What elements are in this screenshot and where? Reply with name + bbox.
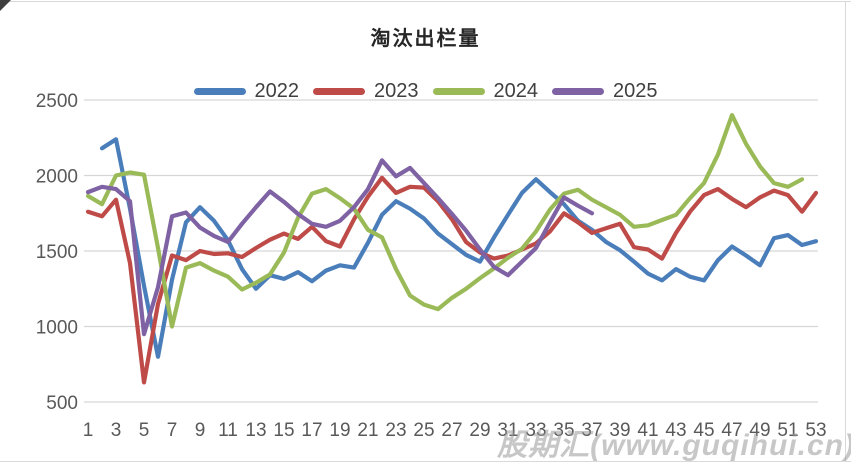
panel-top-border xyxy=(0,1,851,2)
x-tick-label: 11 xyxy=(218,420,238,441)
page-corner-artifact xyxy=(0,0,11,11)
x-tick-label: 9 xyxy=(195,420,206,441)
x-tick-label: 31 xyxy=(497,420,518,441)
legend-swatch-2024 xyxy=(432,87,485,95)
x-tick-label: 7 xyxy=(167,420,178,441)
legend-item-2022[interactable]: 2022 xyxy=(193,79,300,103)
x-tick-label: 27 xyxy=(441,420,462,441)
series-line-2024 xyxy=(85,112,805,329)
legend-swatch-2025 xyxy=(552,87,604,95)
legend-item-2024[interactable]: 2024 xyxy=(432,79,539,103)
panel-bottom-border xyxy=(0,461,851,462)
x-tick-label: 1 xyxy=(83,420,94,441)
x-tick-label: 33 xyxy=(525,420,546,441)
legend-item-2025[interactable]: 2025 xyxy=(552,80,658,103)
y-tick-label: 2500 xyxy=(36,91,78,112)
x-tick-label: 15 xyxy=(273,420,294,441)
y-tick-label: 500 xyxy=(46,393,78,414)
x-tick-label: 41 xyxy=(637,420,658,441)
legend-label-2023: 2023 xyxy=(374,79,419,102)
series-line-2023 xyxy=(85,175,819,385)
legend-label-2025: 2025 xyxy=(613,79,658,102)
legend-item-2023[interactable]: 2023 xyxy=(313,80,419,103)
x-tick-label: 25 xyxy=(413,420,434,441)
x-tick-label: 3 xyxy=(111,420,122,441)
chart-title: 淘汰出栏量 xyxy=(370,28,481,50)
x-tick-label: 23 xyxy=(385,420,406,441)
y-tick-label: 1500 xyxy=(36,242,78,263)
series-line-2025 xyxy=(85,158,595,337)
y-tick-label: 2000 xyxy=(36,167,78,188)
x-tick-label: 53 xyxy=(805,420,826,441)
panel-right-border xyxy=(845,2,846,461)
x-tick-label: 13 xyxy=(245,420,266,441)
x-tick-label: 21 xyxy=(357,420,378,441)
legend-swatch-2023 xyxy=(313,87,365,95)
x-tick-label: 39 xyxy=(609,420,630,441)
x-tick-label: 29 xyxy=(469,420,490,441)
series-line-2022 xyxy=(99,137,819,359)
x-tick-label: 43 xyxy=(665,420,686,441)
legend-label-2024: 2024 xyxy=(493,79,539,102)
x-tick-label: 51 xyxy=(777,420,798,441)
y-tick-label: 1000 xyxy=(36,318,78,339)
x-tick-label: 17 xyxy=(301,420,322,441)
x-tick-label: 5 xyxy=(139,420,150,441)
x-tick-label: 37 xyxy=(581,420,602,441)
legend-label-2022: 2022 xyxy=(254,79,300,102)
chart-legend: 2022 2023 2024 2025 xyxy=(0,78,851,104)
x-tick-label: 35 xyxy=(553,420,574,441)
x-tick-label: 49 xyxy=(749,420,770,441)
x-tick-label: 19 xyxy=(329,420,350,441)
x-tick-label: 47 xyxy=(721,420,742,441)
legend-swatch-2022 xyxy=(193,87,246,95)
x-tick-label: 45 xyxy=(693,420,714,441)
